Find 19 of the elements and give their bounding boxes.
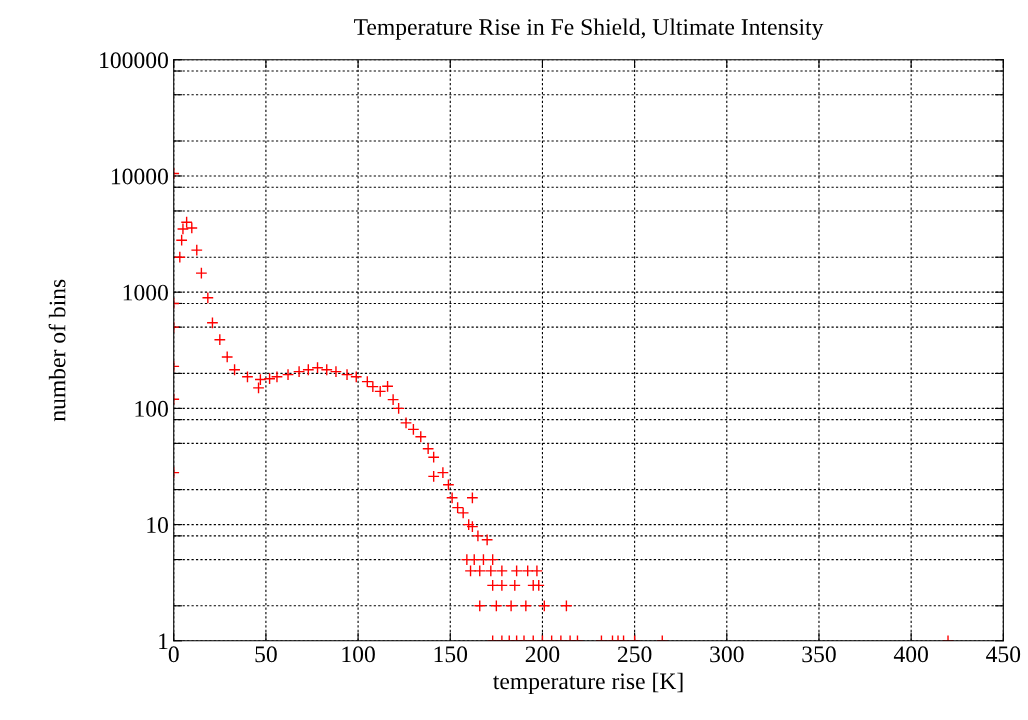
y-tick-label: 1 [159,633,168,649]
y-tick-label: 100 [135,400,168,417]
x-axis-title: temperature rise [K] [493,672,683,695]
x-tick-label: 350 [802,646,836,663]
y-axis-title: number of bins [48,279,66,422]
x-tick-label: 300 [710,646,744,663]
y-tick-label: 10000 [111,168,168,185]
x-tick-label: 200 [525,646,560,663]
x-tick-label: 250 [617,646,652,663]
x-tick-label: 450 [986,646,1021,663]
y-tick-label: 10 [147,517,168,534]
x-tick-label: 400 [893,646,928,663]
x-tick-label: 150 [434,646,468,663]
x-tick-label: 100 [342,646,375,663]
x-tick-label: 0 [168,646,179,663]
chart-title: Temperature Rise in Fe Shield, Ultimate Intensity [354,18,824,40]
y-tick-label: 1000 [123,284,168,301]
y-tick-label: 100000 [100,52,168,69]
x-tick-label: 50 [255,646,277,663]
